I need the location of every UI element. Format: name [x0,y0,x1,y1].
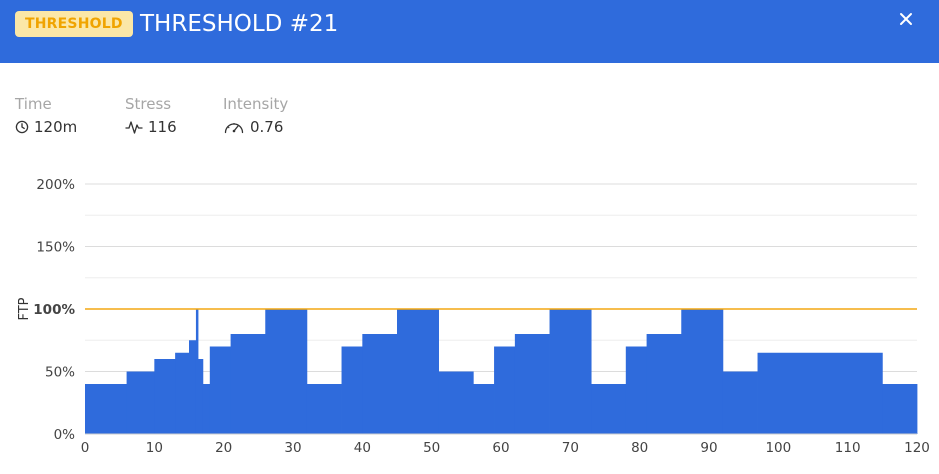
x-tick-label: 120 [904,440,930,456]
power-segment-22 [646,334,682,434]
power-segment-21 [625,346,647,434]
workout-header: THRESHOLD THRESHOLD #21 [0,0,939,63]
power-segment-24 [722,371,758,434]
power-segment-16 [473,384,495,434]
power-segment-19 [549,309,592,434]
power-segment-1 [126,371,155,434]
power-segment-4 [189,340,197,434]
gauge-icon [224,123,244,134]
clock-icon [15,120,29,134]
power-segment-6 [198,359,204,434]
x-tick-label: 60 [492,440,509,456]
power-segment-8 [209,346,231,434]
y-tick-label: 200% [36,177,75,193]
x-tick-label: 20 [215,440,232,456]
stat-intensity-value: 0.76 [250,118,284,136]
power-segment-2 [154,359,176,434]
x-tick-label: 90 [700,440,717,456]
workout-title: THRESHOLD #21 [140,11,339,37]
x-tick-label: 80 [631,440,648,456]
y-tick-label: 50% [45,365,75,381]
power-segment-0 [85,384,127,434]
x-tick-label: 10 [146,440,163,456]
power-segment-26 [882,384,918,434]
power-segment-14 [397,309,439,434]
power-segment-25 [757,352,883,434]
x-tick-label: 0 [81,440,90,456]
stat-time-label: Time [15,95,52,113]
stat-intensity: Intensity 0.76 [223,94,288,137]
power-segment-15 [438,371,474,434]
stat-stress-value: 116 [148,118,177,136]
stat-time: Time 120m [15,94,77,137]
x-tick-label: 110 [835,440,861,456]
workout-power-chart: 0% 50% 100% 150% 200% 0 10 20 30 40 50 60 70 80 90 100 1… [17,177,930,456]
pulse-icon [125,121,143,134]
y-tick-label: 0% [54,427,76,443]
power-segment-18 [514,334,550,434]
power-segment-11 [306,384,342,434]
y-axis-label: FTP [17,297,32,320]
x-tick-label: 50 [423,440,440,456]
stat-time-value: 120m [34,118,78,136]
workout-type-badge: THRESHOLD [15,11,133,37]
x-tick-label: 30 [284,440,301,456]
x-tick-label: 100 [765,440,791,456]
x-tick-label: 70 [562,440,579,456]
power-segment-23 [681,309,724,434]
power-segment-3 [175,352,190,434]
y-tick-label: 150% [36,240,75,256]
power-segment-13 [362,334,398,434]
x-tick-label: 40 [354,440,371,456]
stat-stress-label: Stress [125,95,172,113]
y-tick-label: 100% [33,302,75,318]
power-segment-5 [195,309,199,434]
power-segment-7 [202,384,211,434]
power-segment-9 [230,334,266,434]
stat-stress: Stress 116 [125,94,177,137]
power-segment-17 [494,346,516,434]
close-icon[interactable] [895,8,917,30]
stat-intensity-label: Intensity [223,95,289,113]
power-segment-20 [591,384,627,434]
power-segment-10 [265,309,308,434]
power-segment-12 [341,346,363,434]
